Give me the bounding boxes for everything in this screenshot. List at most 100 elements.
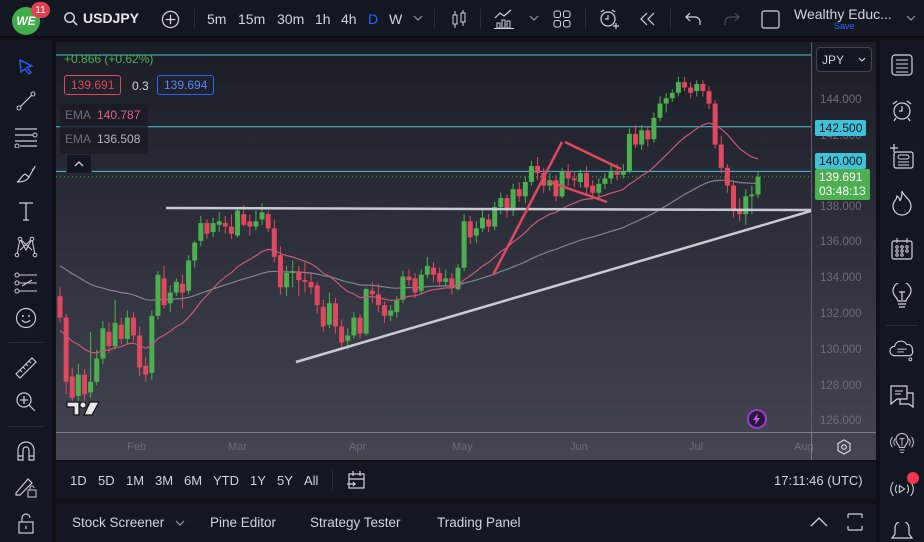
ruler-icon[interactable] [13, 355, 39, 381]
chevron-up-icon[interactable] [810, 516, 828, 527]
timeframe-15m[interactable]: 15m [238, 11, 266, 27]
right-toolbar [880, 40, 924, 542]
currency-select[interactable]: JPY [816, 47, 872, 72]
price-label: 134.000 [820, 272, 862, 284]
time-label: Feb [127, 441, 146, 453]
tradingview-logo-icon [66, 401, 100, 416]
notification-badge: 11 [31, 2, 50, 18]
zoom-in-icon[interactable] [13, 389, 39, 415]
account-name[interactable]: Wealthy Educ... [794, 6, 892, 22]
range-ytd[interactable]: YTD [213, 473, 239, 488]
price-label: 138.000 [820, 201, 862, 213]
cursor-icon[interactable] [13, 54, 39, 80]
symbol-search[interactable]: USDJPY [63, 10, 139, 26]
clock-utc[interactable]: 17:11:46 (UTC) [774, 473, 863, 488]
trendline-icon[interactable] [13, 88, 39, 114]
tab-pine-editor[interactable]: Pine Editor [210, 515, 277, 530]
level-tag-142-5: 142.500 [815, 120, 867, 136]
redo-icon[interactable] [724, 12, 740, 26]
settings-icon[interactable] [836, 439, 852, 455]
chart-area[interactable]: +0.866 (+0.62%) 139.691 0.3 139.694 EMA … [56, 42, 876, 460]
undo-icon[interactable] [685, 12, 701, 26]
timeframe-5m[interactable]: 5m [207, 11, 227, 27]
bell-icon[interactable] [889, 522, 915, 542]
emoji-icon[interactable] [13, 305, 39, 331]
horizontal-lines-icon[interactable] [13, 124, 39, 150]
last-price-tag: 139.691 03:48:13 [815, 169, 870, 200]
alert-clock-icon[interactable] [598, 8, 620, 30]
ema-slow-label: EMA [65, 132, 92, 146]
indicator-legend: EMA 140.787 EMA 136.508 [60, 104, 148, 154]
price-label: 132.000 [820, 308, 862, 320]
tab-stock-screener[interactable]: Stock Screener [72, 515, 165, 530]
time-label: Apr [349, 441, 367, 453]
chevron-down-icon[interactable] [413, 15, 423, 22]
tab-strategy-tester[interactable]: Strategy Tester [310, 515, 401, 530]
lightning-icon[interactable] [747, 409, 767, 429]
price-label: 144.000 [820, 94, 862, 106]
chevron-down-icon[interactable] [175, 520, 185, 527]
bottom-panel-tabs: Stock Screener Pine Editor Strategy Test… [56, 504, 876, 542]
fullscreen-square-icon[interactable] [761, 10, 780, 29]
price-label: 136.000 [820, 236, 862, 248]
timeframe-1h[interactable]: 1h [315, 11, 331, 27]
timeframe-30m[interactable]: 30m [277, 11, 305, 27]
price-chart[interactable] [56, 42, 811, 432]
sell-button[interactable]: 139.691 [64, 75, 122, 95]
tab-trading-panel[interactable]: Trading Panel [437, 515, 521, 530]
divider [9, 342, 43, 343]
range-1m[interactable]: 1M [126, 473, 145, 488]
divider [585, 9, 586, 29]
symbol-name: USDJPY [83, 10, 140, 26]
save-button[interactable]: Save [834, 21, 855, 31]
pattern-icon[interactable] [13, 233, 39, 259]
brush-icon[interactable] [13, 161, 39, 187]
search-icon [64, 11, 78, 26]
unlock-icon[interactable] [13, 510, 39, 536]
chevron-down-icon[interactable] [529, 15, 539, 22]
maximize-panel-icon[interactable] [847, 513, 863, 531]
range-3m[interactable]: 3M [155, 473, 174, 488]
range-all[interactable]: All [304, 473, 319, 488]
time-label: Jun [570, 441, 588, 453]
timeframe-4h[interactable]: 4h [341, 11, 357, 27]
lock-drawings-icon[interactable] [13, 474, 39, 500]
hotlist-flame-icon[interactable] [889, 190, 915, 216]
buy-button[interactable]: 139.694 [157, 75, 215, 95]
chevron-down-icon[interactable] [906, 15, 916, 22]
candle-style-icon[interactable] [450, 10, 468, 29]
range-1d[interactable]: 1D [70, 473, 87, 488]
range-5d[interactable]: 5D [98, 473, 115, 488]
layout-grid-icon[interactable] [553, 10, 571, 28]
divider [670, 9, 671, 29]
watchlist-icon[interactable] [889, 52, 915, 78]
chevron-up-icon [74, 161, 84, 167]
price-scale[interactable]: JPY 144.000 142.000 140.000 138.000 136.… [811, 42, 876, 432]
streams-bulb-icon[interactable] [889, 430, 915, 456]
time-axis[interactable]: Feb Mar Apr May Jun Jul Aug [56, 432, 876, 460]
price-change: +0.866 (+0.62%) [64, 52, 154, 66]
fib-retracement-icon[interactable] [13, 270, 39, 296]
chat-cloud-icon[interactable] [889, 338, 915, 364]
magnet-icon[interactable] [13, 438, 39, 464]
replay-icon[interactable] [640, 12, 656, 26]
range-6m[interactable]: 6M [184, 473, 203, 488]
ideas-lightbulb-icon[interactable] [889, 283, 915, 309]
timeframe-d[interactable]: D [368, 11, 379, 27]
divider [480, 9, 481, 29]
calendar-icon[interactable] [889, 236, 915, 262]
add-symbol-icon[interactable] [161, 10, 180, 29]
range-1y[interactable]: 1Y [250, 473, 266, 488]
range-5y[interactable]: 5Y [277, 473, 293, 488]
divider [886, 325, 918, 326]
goto-date-icon[interactable] [346, 470, 366, 490]
text-icon[interactable] [13, 198, 39, 224]
alarm-clock-icon[interactable] [889, 97, 915, 123]
broadcast-play-icon[interactable] [889, 476, 915, 502]
messages-icon[interactable] [889, 384, 915, 410]
indicators-icon[interactable] [494, 9, 516, 29]
chevron-down-icon [858, 57, 866, 62]
collapse-legend-button[interactable] [66, 154, 92, 174]
add-list-icon[interactable] [889, 143, 915, 169]
timeframe-w[interactable]: W [389, 11, 403, 27]
